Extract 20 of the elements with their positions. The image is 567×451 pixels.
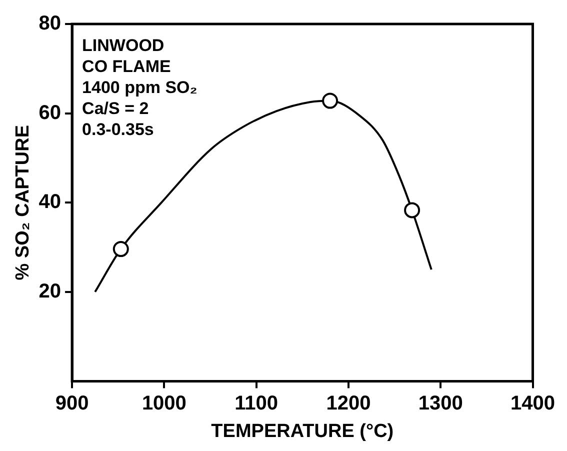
point xyxy=(322,92,338,109)
point xyxy=(112,241,129,258)
x-axis-title: TEMPERATURE (°C) xyxy=(211,420,394,442)
annotation: LINWOOD xyxy=(82,36,164,56)
x-tick-label: 1200 xyxy=(326,392,371,415)
annotation: 0.3-0.35s xyxy=(82,120,154,140)
y-tick-label: 80 xyxy=(38,12,62,35)
y-axis-title: % SO₂ CAPTURE xyxy=(12,125,34,280)
annotation: CO FLAME xyxy=(82,57,171,76)
x-tick-label: 1000 xyxy=(142,392,186,415)
y-tick-label: 40 xyxy=(38,191,62,214)
annotation: 1400 ppm SO₂ xyxy=(82,78,198,98)
x-tick-label: 1300 xyxy=(418,392,463,415)
x-tick-label: 1100 xyxy=(234,392,278,415)
x-tick-label: 1400 xyxy=(510,392,556,415)
point xyxy=(404,202,420,218)
x-tick-label: 900 xyxy=(55,392,89,415)
y-tick-label: 20 xyxy=(38,280,62,302)
y-tick-label: 60 xyxy=(38,102,62,124)
annotation: Ca/S = 2 xyxy=(82,99,149,118)
